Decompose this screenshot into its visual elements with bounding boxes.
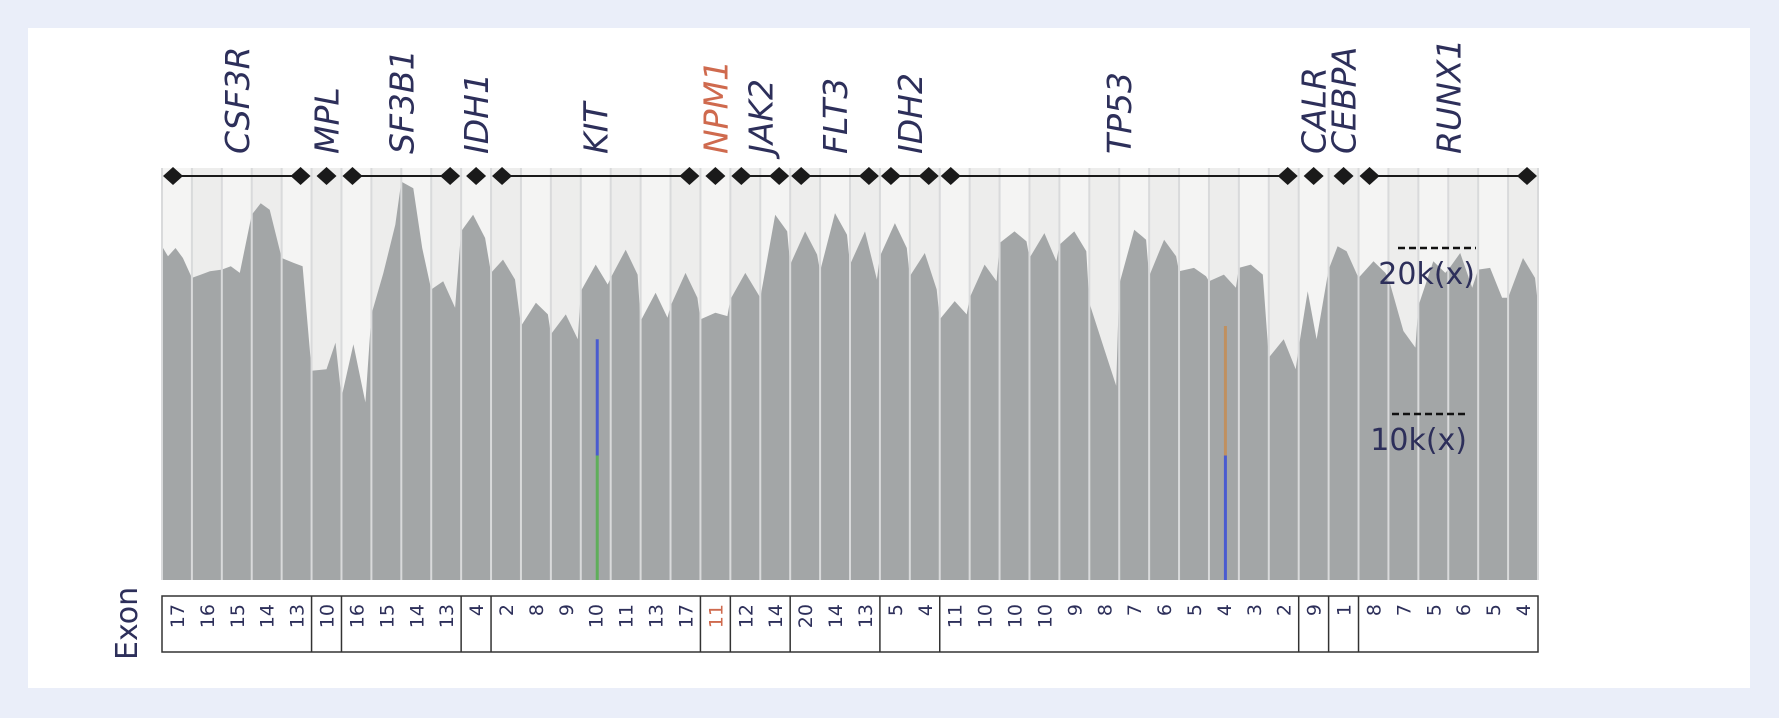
exon-number: 11 xyxy=(945,604,967,628)
exon-number: 15 xyxy=(227,604,249,628)
exon-table xyxy=(161,595,1539,653)
gene-label: CSF3R xyxy=(218,46,257,154)
gene-label: TP53 xyxy=(1100,72,1139,154)
exon-number: 10 xyxy=(317,604,339,628)
exon-number: 12 xyxy=(735,604,757,628)
gene-boundary-diamond xyxy=(858,167,879,185)
exon-number: 8 xyxy=(1094,604,1116,616)
exon-number: 16 xyxy=(346,604,368,628)
gene-boundary-diamond xyxy=(1303,167,1324,185)
exon-number: 1 xyxy=(1334,604,1356,616)
exon-number: 7 xyxy=(1124,604,1146,616)
exon-number: 13 xyxy=(855,604,877,628)
gene-boundary-diamond xyxy=(1333,167,1354,185)
exon-number: 4 xyxy=(466,604,488,616)
gene-label: CEBPA xyxy=(1325,47,1364,154)
gene-boundary-diamond xyxy=(466,167,487,185)
exon-number: 13 xyxy=(436,604,458,628)
gene-boundary-diamond xyxy=(731,167,752,185)
scale-marker-label: 20k(x) xyxy=(1378,257,1475,292)
gene-boundary-diamond xyxy=(316,167,337,185)
chart-card: CSF3R MPL SF3B1 IDH1 KIT NPM1 JAK2 FLT3 IDH2 TP53… xyxy=(28,28,1750,688)
gene-boundary-diamond xyxy=(1277,167,1298,185)
exon-number: 16 xyxy=(197,604,219,628)
exon-number: 14 xyxy=(765,604,787,628)
gene-boundary-diamond xyxy=(1359,167,1380,185)
exon-number: 14 xyxy=(406,604,428,628)
exon-number: 5 xyxy=(1184,604,1206,616)
gene-label: IDH1 xyxy=(457,73,496,154)
exon-number: 2 xyxy=(1274,604,1296,616)
exon-number: 10 xyxy=(1005,604,1027,628)
gene-label: RUNX1 xyxy=(1429,39,1468,154)
exon-number: 2 xyxy=(496,604,518,616)
gene-boundary-diamond xyxy=(163,167,183,185)
x-axis-label: Exon xyxy=(110,587,145,660)
gene-boundary-diamond xyxy=(440,167,461,185)
gene-boundary-diamond xyxy=(1517,167,1537,185)
gene-boundary-diamond xyxy=(679,167,700,185)
exon-number: 3 xyxy=(1244,604,1266,616)
exon-number: 17 xyxy=(675,604,697,628)
exon-number: 15 xyxy=(376,604,398,628)
exon-number: 4 xyxy=(1214,604,1236,616)
gene-boundary-diamond xyxy=(918,167,939,185)
exon-number: 6 xyxy=(1154,604,1176,616)
gene-label: JAK2 xyxy=(741,79,780,160)
gene-boundary-diamond xyxy=(290,167,311,185)
exon-number: 14 xyxy=(825,604,847,628)
exon-number: 17 xyxy=(167,604,189,628)
gene-boundary-diamond xyxy=(705,167,726,185)
exon-number: 14 xyxy=(257,604,279,628)
exon-number: 4 xyxy=(1513,604,1535,616)
exon-number: 7 xyxy=(1393,604,1415,616)
exon-number: 10 xyxy=(975,604,997,628)
gene-boundary-diamond xyxy=(342,167,363,185)
exon-number: 5 xyxy=(1483,604,1505,616)
gene-boundary-diamond xyxy=(880,167,901,185)
exon-coverage-chart: CSF3R MPL SF3B1 IDH1 KIT NPM1 JAK2 FLT3 IDH2 TP53… xyxy=(110,39,1539,660)
exon-number: 11 xyxy=(616,604,638,628)
gene-boundary-diamond xyxy=(492,167,513,185)
gene-label: KIT xyxy=(577,100,616,154)
exon-number: 9 xyxy=(556,604,578,616)
gene-label: CALR xyxy=(1295,67,1334,154)
exon-number: 6 xyxy=(1453,604,1475,616)
exon-number: 9 xyxy=(1064,604,1086,616)
gene-label: NPM1 xyxy=(696,60,735,154)
exon-number: 5 xyxy=(1423,604,1445,616)
exon-number: 11 xyxy=(705,604,727,628)
exon-number: 4 xyxy=(915,604,937,616)
exon-number: 5 xyxy=(885,604,907,616)
exon-number: 8 xyxy=(1363,604,1385,616)
gene-label: SF3B1 xyxy=(382,49,421,154)
gene-boundary-diamond xyxy=(769,167,790,185)
gene-label: MPL xyxy=(308,87,347,154)
exon-number: 10 xyxy=(1034,604,1056,628)
exon-number: 9 xyxy=(1304,604,1326,616)
exon-number: 10 xyxy=(586,604,608,628)
exon-number: 13 xyxy=(646,604,668,628)
gene-boundary-diamond xyxy=(940,167,961,185)
exon-number: 8 xyxy=(526,604,548,616)
gene-label: IDH2 xyxy=(891,73,930,154)
scale-marker-label: 10k(x) xyxy=(1370,423,1467,458)
gene-boundary-diamond xyxy=(791,167,812,185)
gene-label: FLT3 xyxy=(816,78,855,154)
exon-number: 13 xyxy=(287,604,309,628)
exon-number: 20 xyxy=(795,604,817,628)
